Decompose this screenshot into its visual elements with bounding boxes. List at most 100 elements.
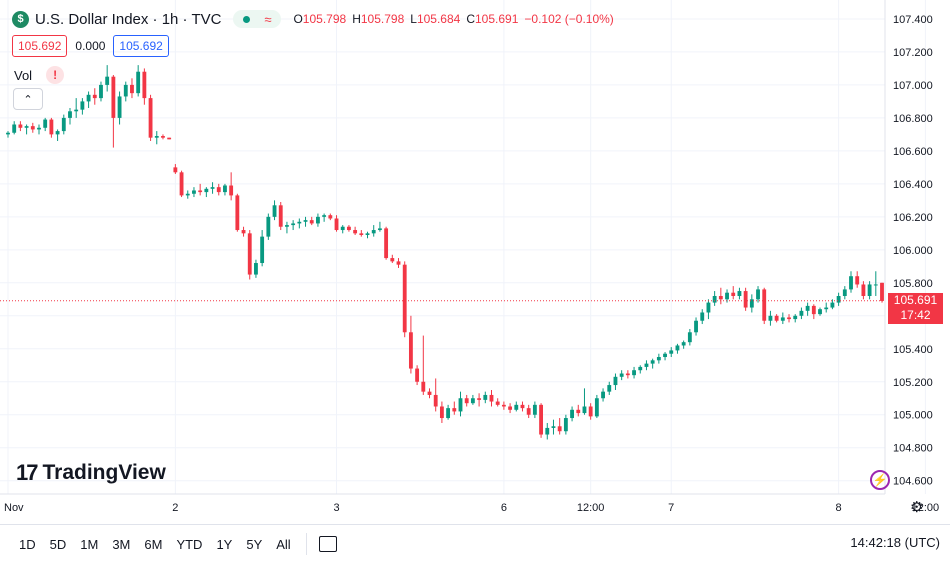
ohlc-values: O105.798 H105.798 L105.684 C105.691 −0.1… [293,12,613,26]
sell-price-button[interactable]: 105.692 [12,35,68,57]
candle-body [563,418,568,432]
candle-body [68,111,72,118]
candle [260,230,265,267]
time-axis[interactable]: Nov 2 3 6 12:00 7 8 12:00 [4,502,939,514]
candle-body [514,404,519,410]
candle [6,131,10,138]
candle-body [861,284,866,296]
range-all-button[interactable]: All [276,536,291,552]
range-1y-button[interactable]: 1Y [216,536,233,552]
candle-body [316,216,320,224]
candle-body [539,404,543,435]
candle-body [526,408,531,415]
range-1d-button[interactable]: 1D [19,536,36,552]
price-axis[interactable]: 107.400 107.200 107.000 106.800 106.600 106.4… [893,14,933,488]
candle-body [161,136,165,138]
candles [6,65,884,440]
candle-body [99,84,103,99]
candle [167,137,172,140]
candle [210,182,215,194]
calendar-goto-icon[interactable] [318,536,337,552]
symbol-legend[interactable]: $ U.S. Dollar Index · 1h · TVC ≈ O105.79… [12,8,614,30]
price-tick-label: 105.800 [893,278,933,290]
lightning-icon[interactable]: ⚡ [870,470,890,490]
price-tick-label: 106.000 [893,245,933,257]
candle [811,304,816,320]
candle [793,314,798,323]
candle [706,299,711,320]
candle-body [390,258,395,262]
candle-body [291,223,296,226]
tradingview-logo[interactable]: 17 TradingView [16,460,166,486]
candle [24,124,29,135]
candle [638,365,643,374]
candle [632,366,636,379]
candle [712,291,717,306]
candle [427,388,432,399]
candle [198,183,203,196]
range-3m-button[interactable]: 3M [112,536,131,552]
candle [297,218,302,229]
candle [805,302,810,316]
candle [756,286,760,303]
candle-body [266,216,271,237]
gear-icon[interactable]: ⚙ [910,499,924,516]
candle-body [458,398,463,412]
candle [377,221,382,232]
candle-body [588,406,593,417]
candle-body [625,373,630,376]
collapse-legend-button[interactable]: ⌃ [13,88,43,110]
candle [365,231,370,239]
price-tick-label: 105.400 [893,344,933,356]
price-tick-label: 106.400 [893,179,933,191]
candle [61,114,66,135]
candle-body [204,188,209,193]
warning-icon[interactable]: ! [46,66,65,84]
candle [99,81,103,102]
candle-body [377,228,382,231]
candle-body [86,94,91,102]
candle-body [718,296,723,300]
clock-utc[interactable]: 14:42:18 (UTC) [850,535,940,550]
range-1m-button[interactable]: 1M [80,536,99,552]
candlestick-chart[interactable]: 107.400 107.200 107.000 106.800 106.600 106.4… [0,0,950,524]
candle [842,286,847,300]
candle [371,225,376,237]
candle [576,404,581,417]
candle [520,401,525,412]
candle-body [359,233,364,235]
volume-legend[interactable]: Vol ! [14,66,65,84]
price-tick-label: 104.600 [893,476,933,488]
candle [458,391,463,417]
range-ytd-button[interactable]: YTD [176,536,203,552]
candle-body [365,233,370,235]
price-tick-label: 105.000 [893,410,933,422]
candle [675,343,680,354]
time-tick-label: 2 [172,502,178,514]
candle [501,401,506,410]
candle [105,65,110,92]
candle-body [241,230,246,234]
candle-body [632,370,636,376]
range-5d-button[interactable]: 5D [49,536,67,552]
candle [86,91,91,108]
range-5y-button[interactable]: 5Y [246,536,263,552]
low-label: L [410,12,417,26]
candle [880,282,884,303]
bar-countdown: 17:42 [900,308,931,322]
candle-body [408,332,413,369]
market-status-pill[interactable]: ≈ [233,10,282,28]
candle [80,98,85,115]
candle [694,317,698,336]
candle-body [427,391,432,395]
candle-body [799,310,804,316]
volume-label: Vol [14,67,33,83]
candle [408,315,413,374]
range-6m-button[interactable]: 6M [144,536,163,552]
buy-price-button[interactable]: 105.692 [113,35,169,57]
candle-body [644,363,649,367]
candle-body [185,193,190,196]
symbol-title[interactable]: U.S. Dollar Index · 1h · TVC [35,10,222,28]
price-tick-label: 106.800 [893,113,933,125]
candle-body [297,221,302,224]
